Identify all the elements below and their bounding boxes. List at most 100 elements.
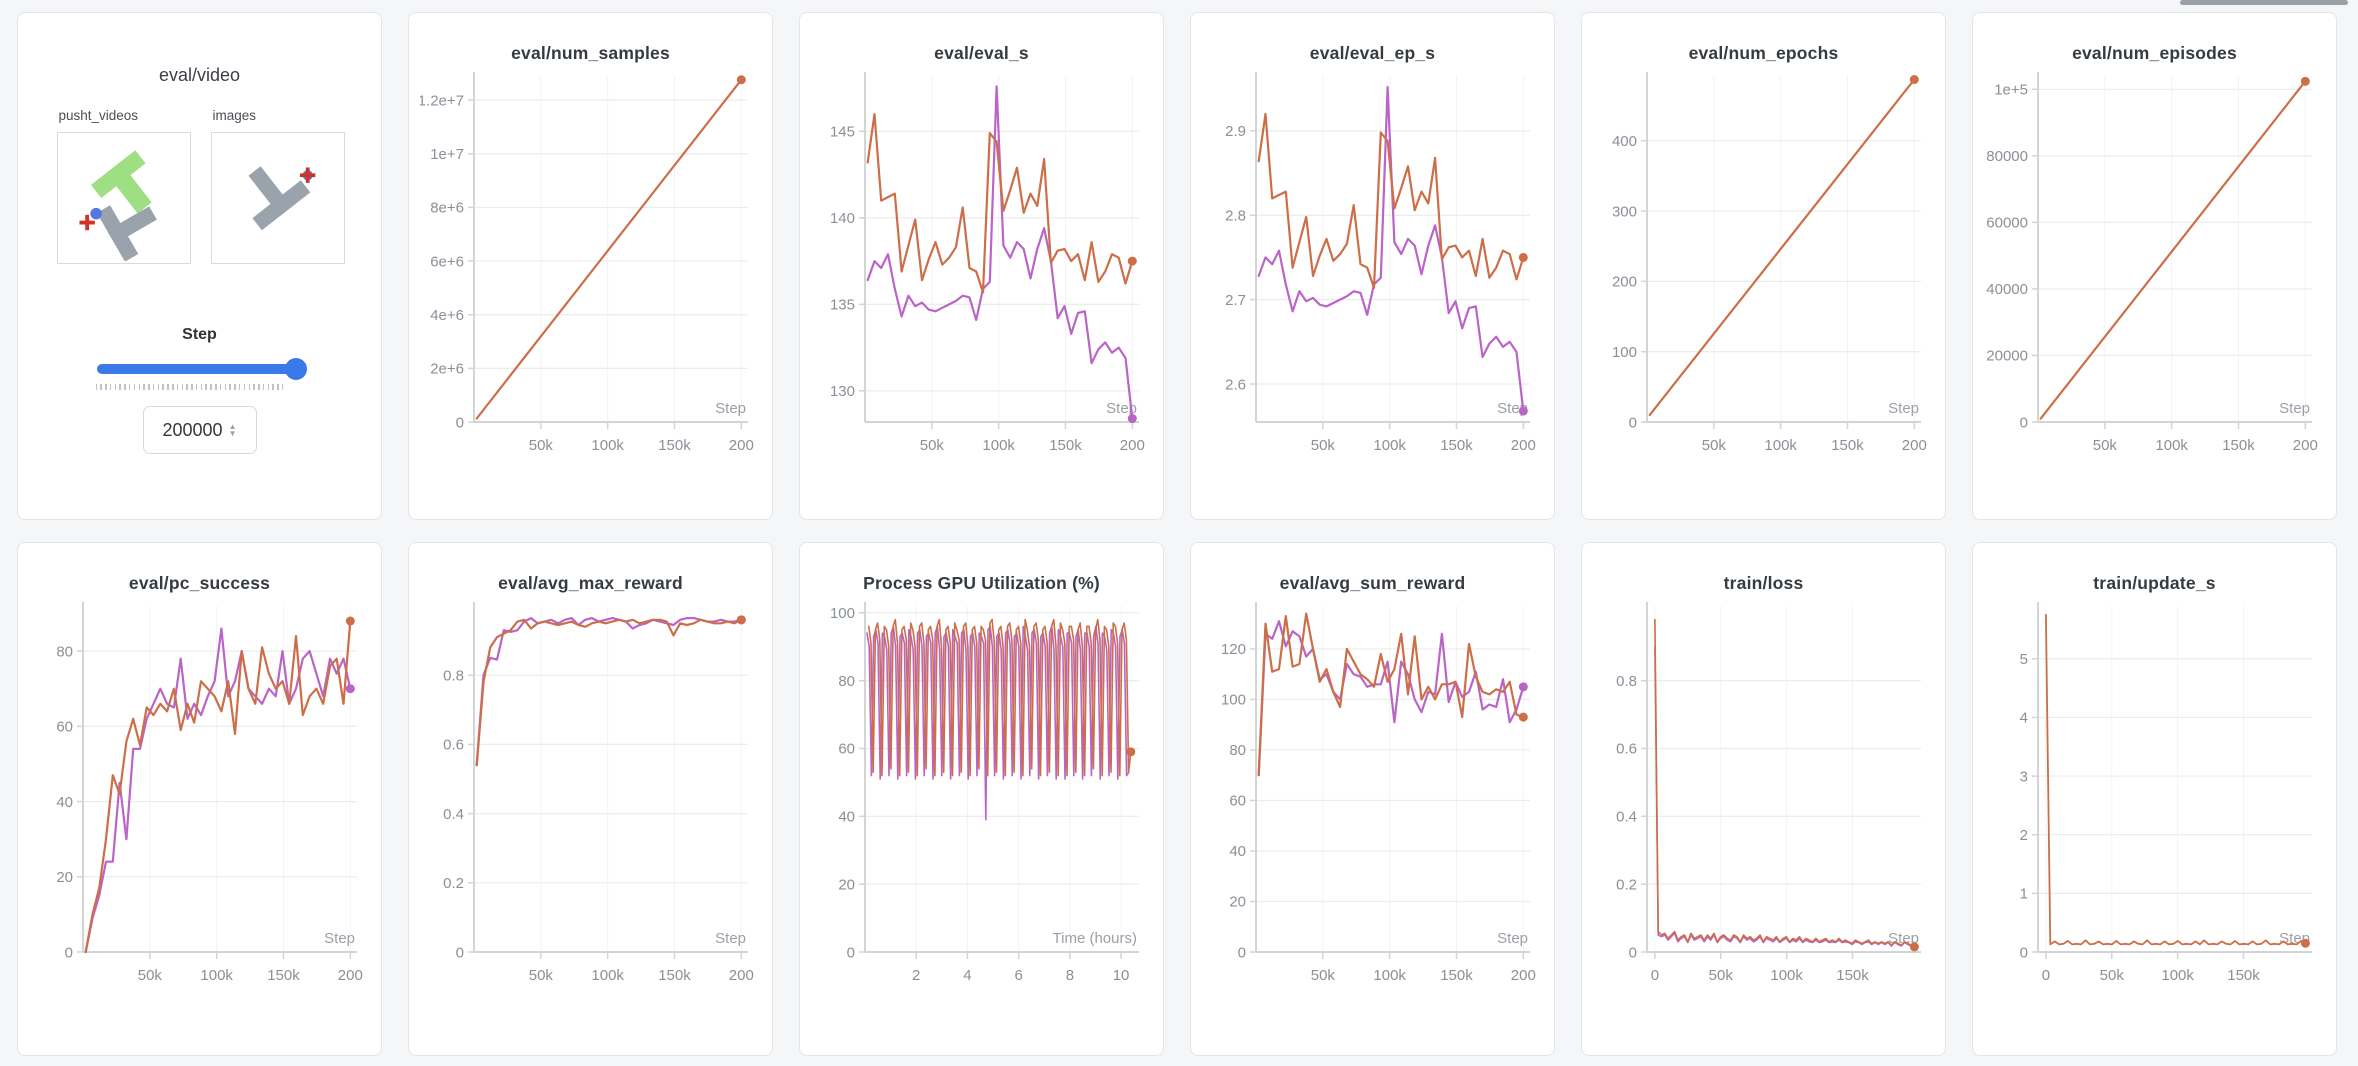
y-tick-label: 2.7 xyxy=(1225,292,1246,309)
y-tick-label: 0.8 xyxy=(1616,673,1637,690)
y-tick-label: 80 xyxy=(56,643,73,660)
series-endpoint-dot xyxy=(1518,682,1528,692)
step-stepper: ▲ ▼ xyxy=(228,422,237,438)
x-tick-label: 150k xyxy=(1440,967,1473,984)
y-tick-label: 4e+6 xyxy=(430,307,464,324)
chart-plot[interactable]: 0 20 40 60 80 50k 100k 150k 200 Step xyxy=(29,598,370,998)
series-purple-run xyxy=(84,627,352,954)
series-endpoint-dot xyxy=(345,616,355,626)
y-tick-label: 6e+6 xyxy=(430,253,464,270)
y-tick-label: 80 xyxy=(838,673,855,690)
series-endpoint-dot xyxy=(1518,406,1528,416)
x-axis-label: Step xyxy=(1497,930,1528,947)
chart-title: eval/avg_sum_reward xyxy=(1279,573,1466,593)
y-tick-label: 0.4 xyxy=(1616,809,1637,826)
step-slider-ruler xyxy=(95,384,284,390)
y-tick-label: 100 xyxy=(1221,692,1246,709)
x-tick-label: 50k xyxy=(2100,967,2125,984)
y-tick-label: 2.9 xyxy=(1225,123,1246,140)
stepper-down-icon[interactable]: ▼ xyxy=(228,429,237,438)
y-tick-label: 80000 xyxy=(1986,148,2028,165)
pusht-video-thumbnail[interactable] xyxy=(56,132,191,264)
x-tick-label: 150k xyxy=(658,437,691,454)
y-tick-label: 0 xyxy=(2020,944,2028,961)
y-tick-label: 80 xyxy=(1229,742,1246,759)
x-tick-label: 100k xyxy=(1373,437,1406,454)
x-axis-label: Time (hours) xyxy=(1053,930,1137,947)
panel-Process GPU Utilization (%): Process GPU Utilization (%) 0 20 40 60 80 100 2… xyxy=(799,542,1164,1056)
series-orange-run xyxy=(2039,80,2307,420)
chart-plot[interactable]: 130 135 140 145 50k 100k 150k 200 Step xyxy=(811,68,1152,468)
chart-plot[interactable]: 0 20 40 60 80 100 2 4 6 8 10 Time (hours) xyxy=(811,598,1152,998)
chart-plot[interactable]: 0 2e+6 4e+6 6e+6 8e+6 1e+7 1.2e+7 50k 100k 150k 20… xyxy=(420,68,761,468)
series-orange-run xyxy=(1648,78,1916,417)
x-tick-label: 50k xyxy=(1702,437,1727,454)
y-tick-label: 0 xyxy=(1629,944,1637,961)
panel-eval-video: eval/video pusht_videos xyxy=(17,12,382,520)
y-tick-label: 20 xyxy=(56,869,73,886)
x-tick-label: 100k xyxy=(1770,967,1803,984)
media-item-images: images xyxy=(210,108,345,264)
agent-dot xyxy=(89,207,102,220)
y-tick-label: 0 xyxy=(456,414,464,431)
y-tick-label: 60000 xyxy=(1986,215,2028,232)
x-tick-label: 100k xyxy=(2161,967,2194,984)
chart-title: eval/num_samples xyxy=(511,43,670,63)
series-orange-run xyxy=(866,112,1134,294)
panel-eval/num_samples: eval/num_samples 0 2e+6 4e+6 6e+6 8e+6 1e+7 1.2… xyxy=(408,12,773,520)
chart-title: eval/eval_ep_s xyxy=(1309,43,1436,63)
chart-title: eval/video xyxy=(158,65,241,85)
x-tick-label: 50k xyxy=(1709,967,1734,984)
x-tick-label: 100k xyxy=(1373,967,1406,984)
series-endpoint-dot xyxy=(1126,747,1136,757)
x-tick-label: 150k xyxy=(267,967,300,984)
y-tick-label: 2.6 xyxy=(1225,376,1246,393)
x-tick-label: 150k xyxy=(1440,437,1473,454)
series-purple-run xyxy=(1654,645,1916,949)
stepper-up-icon[interactable]: ▲ xyxy=(228,422,237,431)
x-axis-label: Step xyxy=(1106,400,1137,417)
series-orange-run xyxy=(1257,612,1525,777)
x-tick-label: 100k xyxy=(1764,437,1797,454)
media-thumbnails: pusht_videos xyxy=(18,108,381,264)
chart-plot[interactable]: 0 20000 40000 60000 80000 1e+5 50k 100k 150k 200 S… xyxy=(1984,68,2325,468)
y-tick-label: 2e+6 xyxy=(430,361,464,378)
x-tick-label: 50k xyxy=(1311,967,1336,984)
y-tick-label: 40 xyxy=(1229,843,1246,860)
chart-title: train/loss xyxy=(1723,573,1804,593)
x-tick-label: 100k xyxy=(200,967,233,984)
x-tick-label: 150k xyxy=(1836,967,1869,984)
y-tick-label: 40 xyxy=(838,809,855,826)
series-orange-run xyxy=(867,618,1132,777)
y-tick-label: 60 xyxy=(1229,793,1246,810)
x-tick-label: 8 xyxy=(1066,967,1074,984)
images-thumbnail[interactable] xyxy=(210,132,345,264)
series-orange-run xyxy=(1654,618,1916,948)
chart-plot[interactable]: 0 100 200 300 400 50k 100k 150k 200 Step xyxy=(1593,68,1934,468)
step-slider-track[interactable] xyxy=(96,364,303,374)
series-endpoint-dot xyxy=(1518,712,1528,722)
gray-t-shape xyxy=(96,205,157,262)
x-tick-label: 150k xyxy=(1831,437,1864,454)
step-slider[interactable] xyxy=(96,358,307,380)
step-slider-thumb[interactable] xyxy=(284,358,307,380)
chart-plot[interactable]: 0 20 40 60 80 100 120 50k 100k 150k 200 Step xyxy=(1202,598,1543,998)
x-tick-label: 200 xyxy=(1902,437,1927,454)
series-orange-run xyxy=(475,618,743,767)
x-tick-label: 200 xyxy=(729,967,754,984)
step-input[interactable]: 200000 ▲ ▼ xyxy=(142,406,257,454)
y-tick-label: 0.6 xyxy=(443,737,464,754)
x-tick-label: 150k xyxy=(2227,967,2260,984)
y-tick-label: 200 xyxy=(1612,274,1637,291)
media-item-pusht-videos: pusht_videos xyxy=(56,108,191,264)
y-tick-label: 0.8 xyxy=(443,667,464,684)
panel-eval/avg_sum_reward: eval/avg_sum_reward 0 20 40 60 80 100 120 50k 100… xyxy=(1190,542,1555,1056)
x-tick-label: 150k xyxy=(658,967,691,984)
horizontal-scrollbar-thumb[interactable] xyxy=(2180,0,2348,5)
chart-plot[interactable]: 0 0.2 0.4 0.6 0.8 50k 100k 150k 200 Step xyxy=(420,598,761,998)
x-tick-label: 200 xyxy=(1511,967,1536,984)
